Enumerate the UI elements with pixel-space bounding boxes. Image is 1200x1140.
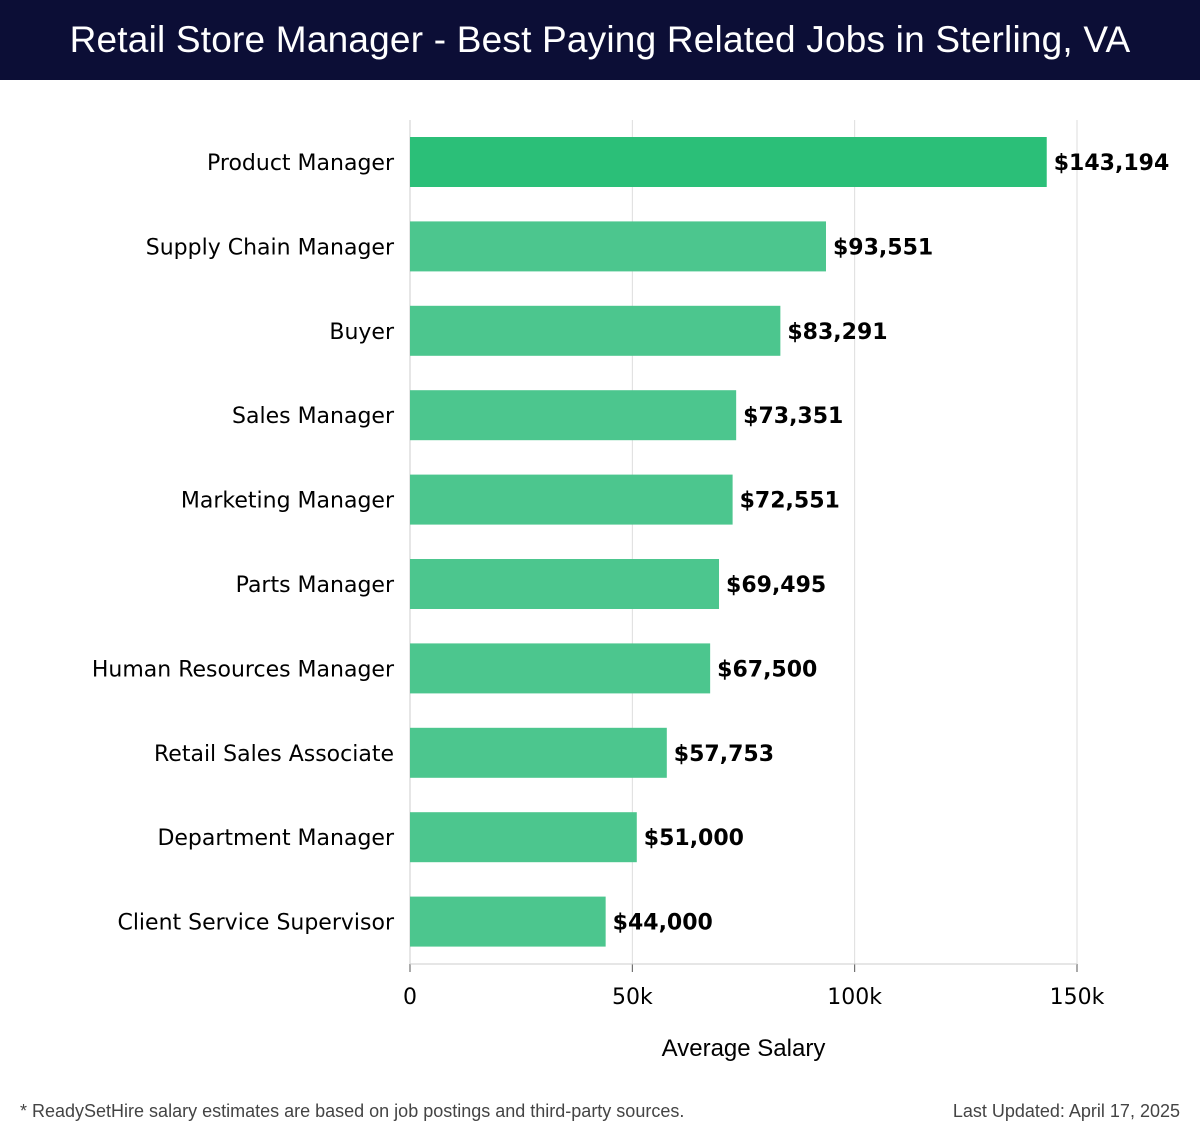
- bar: [410, 137, 1047, 187]
- bar-value-label: $83,291: [787, 320, 887, 345]
- source-note: * ReadySetHire salary estimates are base…: [20, 1101, 685, 1121]
- category-label: Sales Manager: [232, 404, 395, 429]
- bar-value-label: $69,495: [726, 573, 826, 598]
- bar: [410, 896, 606, 947]
- x-tick-label: 150k: [1050, 985, 1105, 1010]
- bar: [410, 221, 826, 272]
- bar-value-label: $44,000: [613, 911, 713, 936]
- category-label: Product Manager: [207, 151, 395, 176]
- chart-title: Retail Store Manager - Best Paying Relat…: [69, 19, 1131, 60]
- category-label: Retail Sales Associate: [154, 742, 394, 767]
- bar: [410, 812, 637, 863]
- bar: [410, 305, 781, 356]
- bar-value-label: $143,194: [1054, 151, 1170, 176]
- x-tick-label: 50k: [612, 985, 653, 1010]
- x-axis-title: Average Salary: [662, 1035, 826, 1062]
- bar: [410, 727, 667, 778]
- category-label: Buyer: [329, 320, 395, 345]
- bar: [410, 390, 737, 441]
- category-label: Client Service Supervisor: [117, 911, 394, 936]
- x-tick-label: 0: [403, 985, 417, 1010]
- bar: [410, 643, 711, 694]
- category-label: Department Manager: [157, 826, 395, 851]
- x-tick-label: 100k: [827, 985, 882, 1010]
- last-updated: Last Updated: April 17, 2025: [952, 1101, 1180, 1121]
- header-bar: Retail Store Manager - Best Paying Relat…: [0, 0, 1200, 80]
- bar-value-label: $72,551: [740, 489, 840, 514]
- bar-value-label: $57,753: [674, 742, 774, 767]
- category-label: Human Resources Manager: [92, 657, 395, 682]
- bar: [410, 474, 733, 525]
- bar-value-label: $51,000: [644, 826, 744, 851]
- bar-value-label: $93,551: [833, 235, 933, 260]
- bar: [410, 559, 720, 609]
- bar-value-label: $73,351: [743, 404, 843, 429]
- category-label: Marketing Manager: [181, 489, 395, 514]
- category-label: Parts Manager: [236, 573, 395, 598]
- bar-value-label: $67,500: [717, 657, 817, 682]
- bar-chart: 0 50k 100k 150k Product Manager $143,194 Suppl…: [92, 120, 1170, 1062]
- category-label: Supply Chain Manager: [146, 235, 395, 260]
